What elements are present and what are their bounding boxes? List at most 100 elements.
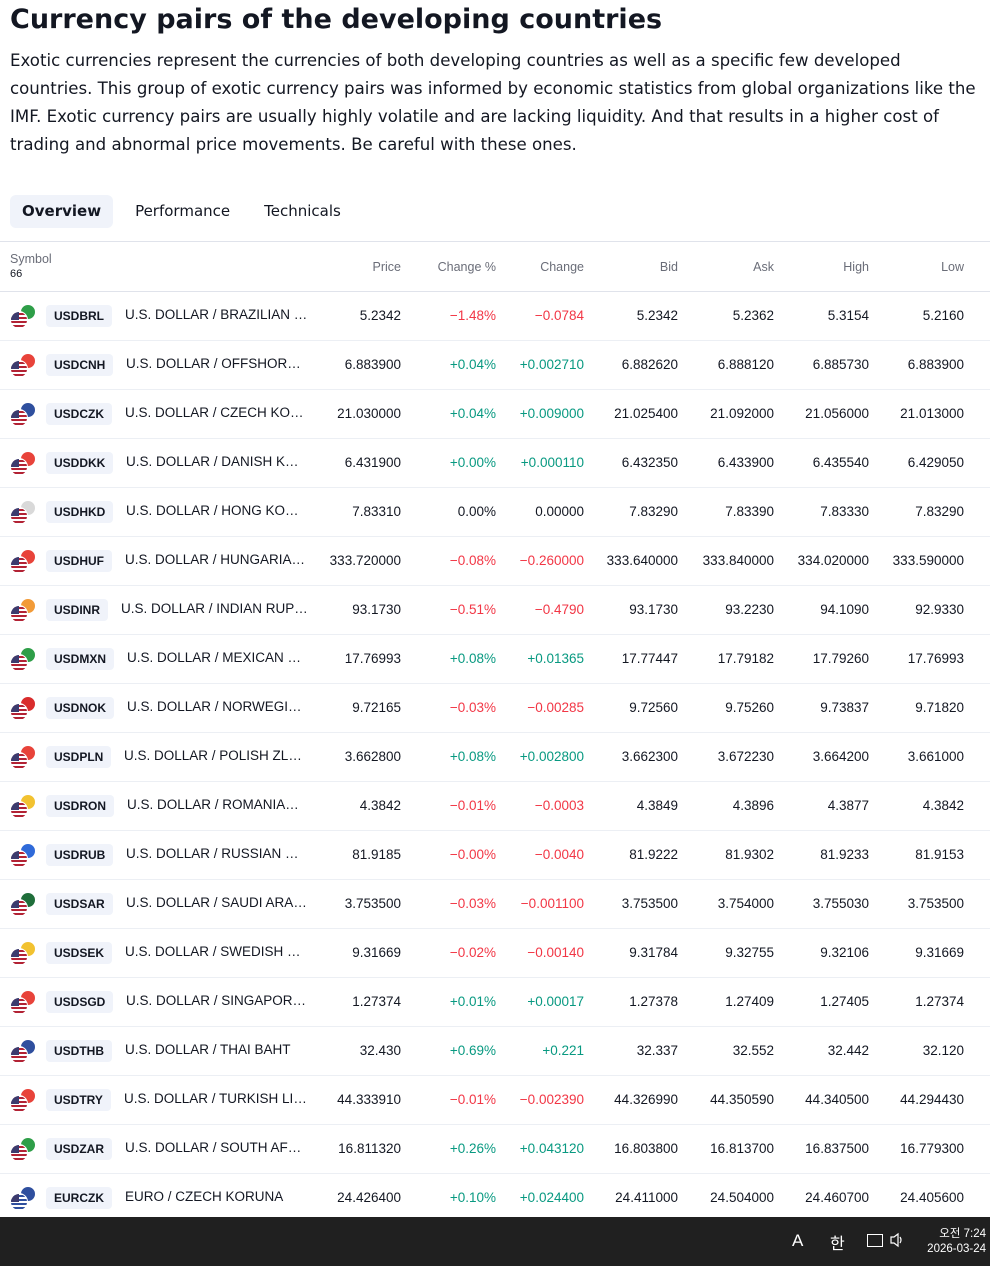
symbol-description: U.S. DOLLAR / INDIAN RUPEE <box>121 601 308 616</box>
table-row[interactable]: USDNOK U.S. DOLLAR / NORWEGIAN ... 9.72165… <box>0 684 990 733</box>
table-row[interactable]: USDRUB U.S. DOLLAR / RUSSIAN RUB... 81.918… <box>0 831 990 880</box>
column-header-symbol[interactable]: Symbol <box>10 252 52 266</box>
table-row[interactable]: USDHKD U.S. DOLLAR / HONG KONG ... 7.83310… <box>0 488 990 537</box>
symbol-badge[interactable]: USDINR <box>46 599 109 621</box>
cell-low: 24.405600 <box>900 1190 964 1205</box>
cell-change: −0.002390 <box>519 1092 584 1107</box>
cell-price: 6.431900 <box>344 455 401 470</box>
cell-bid: 16.803800 <box>614 1141 678 1156</box>
symbol-badge[interactable]: USDCZK <box>46 403 112 425</box>
cell-high: 81.9233 <box>820 847 869 862</box>
network-icon[interactable] <box>867 1234 883 1247</box>
currency-flag-icon <box>10 1088 36 1113</box>
table-row[interactable]: USDPLN U.S. DOLLAR / POLISH ZLOTY 3.662800… <box>0 733 990 782</box>
cell-change: +0.009000 <box>519 406 584 421</box>
column-header-ask[interactable]: Ask <box>753 260 774 274</box>
currency-flag-icon <box>10 451 36 476</box>
table-row[interactable]: USDDKK U.S. DOLLAR / DANISH KRONE 6.431900… <box>0 439 990 488</box>
taskbar: A 한 오전 7:24 2026-03-24 <box>0 1217 990 1266</box>
cell-ask: 9.32755 <box>725 945 774 960</box>
symbol-badge[interactable]: USDDKK <box>46 452 114 474</box>
symbol-description: U.S. DOLLAR / CZECH KORU... <box>125 405 308 420</box>
symbol-description: U.S. DOLLAR / THAI BAHT <box>125 1042 291 1057</box>
cell-low: 3.753500 <box>907 896 964 911</box>
symbol-badge[interactable]: USDHKD <box>46 501 114 523</box>
symbol-badge[interactable]: USDCNH <box>46 354 114 376</box>
cell-ask: 32.552 <box>732 1043 774 1058</box>
cell-high: 24.460700 <box>805 1190 869 1205</box>
tab-overview[interactable]: Overview <box>10 195 114 228</box>
cell-change: +0.002710 <box>519 357 584 372</box>
currency-flag-icon <box>10 745 36 770</box>
column-header-bid[interactable]: Bid <box>659 260 678 274</box>
table-row[interactable]: USDSGD U.S. DOLLAR / SINGAPORE D... 1.2737… <box>0 978 990 1027</box>
table-row[interactable]: USDTHB U.S. DOLLAR / THAI BAHT 32.430 +0.69… <box>0 1027 990 1076</box>
symbol-badge[interactable]: USDNOK <box>46 697 115 719</box>
cell-price: 81.9185 <box>352 847 401 862</box>
cell-high: 5.3154 <box>827 308 869 323</box>
cell-ask: 17.79182 <box>717 651 774 666</box>
clock-time: 오전 7:24 <box>939 1228 986 1240</box>
cell-high: 16.837500 <box>805 1141 869 1156</box>
cell-price: 93.1730 <box>352 602 401 617</box>
table-row[interactable]: USDCZK U.S. DOLLAR / CZECH KORU... 21.0300… <box>0 390 990 439</box>
volume-icon[interactable] <box>890 1232 904 1248</box>
currency-flag-icon <box>10 598 36 623</box>
cell-bid: 24.411000 <box>615 1190 678 1205</box>
cell-change: −0.0003 <box>534 798 584 813</box>
ime-language-indicator[interactable]: 한 <box>830 1234 845 1253</box>
column-header-low[interactable]: Low <box>941 260 964 274</box>
column-header-change[interactable]: Change <box>540 260 584 274</box>
symbol-badge[interactable]: USDTHB <box>46 1040 112 1062</box>
cell-change-pct: −0.08% <box>449 553 496 568</box>
cell-low: 21.013000 <box>900 406 964 421</box>
symbol-badge[interactable]: USDSGD <box>46 991 114 1013</box>
symbol-badge[interactable]: USDRON <box>46 795 115 817</box>
symbol-description: U.S. DOLLAR / ROMANIAN L... <box>127 797 308 812</box>
symbol-badge[interactable]: USDMXN <box>46 648 115 670</box>
cell-low: 9.71820 <box>915 700 964 715</box>
tab-performance[interactable]: Performance <box>135 202 231 220</box>
symbol-description: U.S. DOLLAR / SWEDISH KRO... <box>125 944 308 959</box>
table-row[interactable]: USDZAR U.S. DOLLAR / SOUTH AFRIC... 16.811… <box>0 1125 990 1174</box>
symbol-badge[interactable]: EURCZK <box>46 1187 112 1209</box>
table-row[interactable]: USDINR U.S. DOLLAR / INDIAN RUPEE 93.1730 −… <box>0 586 990 635</box>
symbol-badge[interactable]: USDPLN <box>46 746 112 768</box>
cell-change-pct: +0.04% <box>449 406 496 421</box>
cell-bid: 3.662300 <box>621 749 678 764</box>
table-row[interactable]: USDSAR U.S. DOLLAR / SAUDI ARABI... 3.7535… <box>0 880 990 929</box>
table-row[interactable]: USDCNH U.S. DOLLAR / OFFSHORE C... 6.88390… <box>0 341 990 390</box>
table-row[interactable]: USDHUF U.S. DOLLAR / HUNGARIAN ... 333.720… <box>0 537 990 586</box>
cell-ask: 9.75260 <box>725 700 774 715</box>
symbol-badge[interactable]: USDHUF <box>46 550 112 572</box>
table-row[interactable]: USDSEK U.S. DOLLAR / SWEDISH KRO... 9.3166… <box>0 929 990 978</box>
table-row[interactable]: USDRON U.S. DOLLAR / ROMANIAN L... 4.3842 −… <box>0 782 990 831</box>
cell-change-pct: +0.08% <box>449 749 496 764</box>
symbol-badge[interactable]: USDSEK <box>46 942 113 964</box>
table-row[interactable]: USDBRL U.S. DOLLAR / BRAZILIAN R... 5.2342… <box>0 292 990 341</box>
column-header-price[interactable]: Price <box>372 260 401 274</box>
symbol-badge[interactable]: USDRUB <box>46 844 114 866</box>
clock[interactable]: 오전 7:24 2026-03-24 <box>927 1227 986 1257</box>
cell-high: 32.442 <box>827 1043 869 1058</box>
clock-date: 2026-03-24 <box>927 1243 986 1255</box>
symbol-badge[interactable]: USDTRY <box>46 1089 111 1111</box>
cell-bid: 9.72560 <box>629 700 678 715</box>
column-header-change-pct[interactable]: Change % <box>437 260 496 274</box>
cell-bid: 9.31784 <box>629 945 678 960</box>
cell-ask: 3.754000 <box>717 896 774 911</box>
symbol-badge[interactable]: USDBRL <box>46 305 112 327</box>
cell-high: 3.664200 <box>812 749 869 764</box>
cell-high: 334.020000 <box>797 553 869 568</box>
symbol-description: U.S. DOLLAR / OFFSHORE C... <box>126 356 308 371</box>
ime-mode-indicator[interactable]: A <box>792 1231 804 1250</box>
column-header-high[interactable]: High <box>843 260 869 274</box>
symbol-badge[interactable]: USDSAR <box>46 893 113 915</box>
table-row[interactable]: USDTRY U.S. DOLLAR / TURKISH LIRA 44.33391… <box>0 1076 990 1125</box>
table-row[interactable]: EURCZK EURO / CZECH KORUNA 24.426400 +0.10%… <box>0 1174 990 1223</box>
cell-change: +0.00017 <box>527 994 584 1009</box>
symbol-badge[interactable]: USDZAR <box>46 1138 112 1160</box>
tab-technicals[interactable]: Technicals <box>264 202 341 220</box>
cell-change: −0.0784 <box>534 308 584 323</box>
table-row[interactable]: USDMXN U.S. DOLLAR / MEXICAN PESO 17.76993… <box>0 635 990 684</box>
